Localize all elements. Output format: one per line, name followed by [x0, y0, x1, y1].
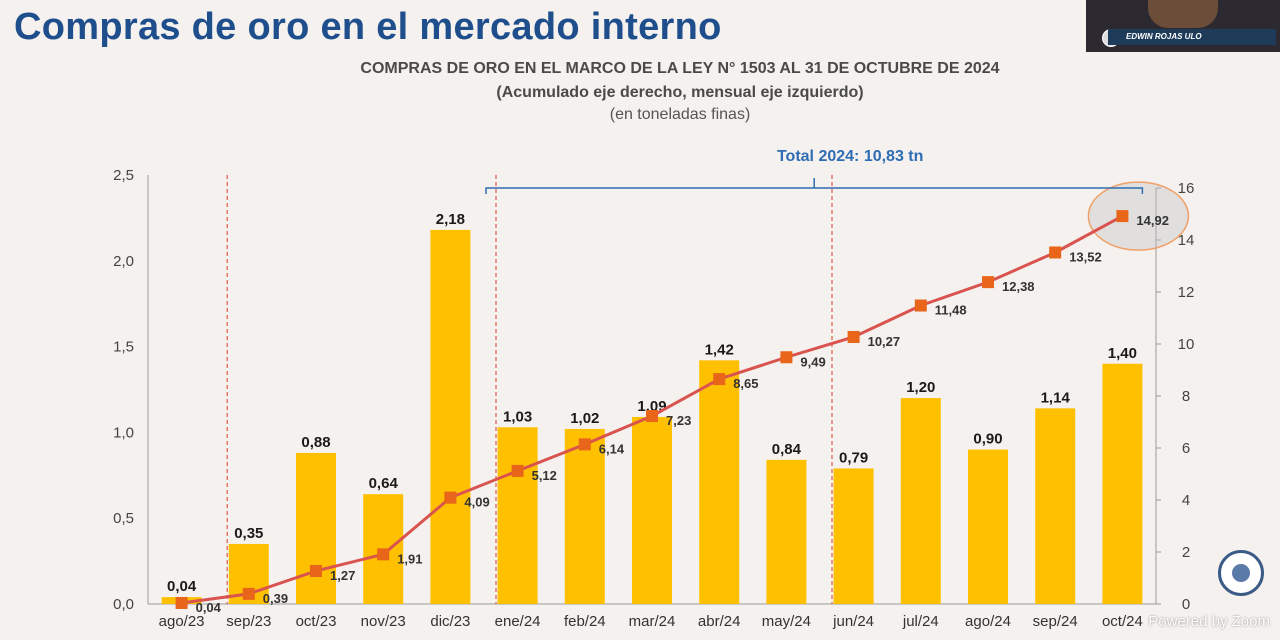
line-label: 14,92 — [1136, 213, 1169, 228]
y-left-tick-label: 2,5 — [113, 167, 134, 184]
bar-oct/24 — [1102, 363, 1143, 604]
y-right-tick-label: 8 — [1182, 388, 1190, 405]
line-marker — [444, 491, 457, 504]
line-label: 11,48 — [935, 303, 967, 318]
x-tick-label: ene/24 — [495, 613, 541, 630]
y-right-tick-label: 10 — [1178, 336, 1195, 353]
chart-title: COMPRAS DE ORO EN EL MARCO DE LA LEY N° … — [360, 60, 1000, 77]
line-marker — [982, 276, 994, 289]
chart-units: (en toneladas finas) — [609, 106, 751, 123]
bar-label: 0,35 — [234, 525, 263, 542]
y-left-tick-label: 2,0 — [113, 253, 134, 270]
chart-subtitle: (Acumulado eje derecho, mensual eje izqu… — [496, 84, 864, 101]
annotation-label: Total 2024: 10,83 tn — [777, 148, 923, 165]
bar-oct/23 — [296, 452, 336, 604]
line-label: 6,14 — [599, 441, 625, 456]
bar-label: 1,14 — [1041, 389, 1071, 406]
bar-sep/24 — [1035, 408, 1076, 604]
y-right-tick-label: 14 — [1178, 232, 1195, 249]
bar-feb/24 — [564, 428, 605, 604]
annotation-bracket — [485, 187, 1144, 194]
x-tick-label: ago/23 — [159, 613, 205, 630]
x-tick-label: nov/23 — [361, 613, 406, 630]
line-label: 5,12 — [532, 468, 557, 483]
x-tick-label: dic/23 — [430, 613, 470, 630]
bar-label: 0,90 — [973, 431, 1002, 448]
bar-jun/24 — [833, 468, 874, 604]
speaker-name: EDWIN ROJAS ULO — [1108, 29, 1276, 45]
line-marker — [713, 373, 726, 386]
line-label: 1,91 — [397, 551, 422, 566]
line-label: 10,27 — [868, 334, 901, 349]
bar-jul/24 — [900, 398, 941, 604]
x-tick-label: sep/24 — [1033, 613, 1078, 630]
x-tick-label: mar/24 — [629, 613, 676, 630]
zoom-watermark: Powered by Zoom — [1148, 613, 1270, 630]
x-tick-label: oct/23 — [296, 613, 337, 630]
line-marker — [914, 299, 927, 312]
bar-label: 1,03 — [503, 408, 532, 425]
line-label: 12,38 — [1002, 279, 1035, 294]
bar-label: 0,64 — [369, 475, 399, 492]
line-marker — [242, 587, 255, 600]
y-right-tick-label: 12 — [1178, 284, 1195, 301]
y-left-tick-label: 0,5 — [113, 510, 134, 527]
bar-label: 0,88 — [301, 434, 330, 451]
bar-dic/23 — [430, 229, 471, 605]
y-left-tick-label: 1,0 — [113, 424, 134, 441]
bar-label: 0,84 — [772, 441, 802, 458]
y-right-tick-label: 16 — [1178, 180, 1195, 197]
x-tick-label: jul/24 — [902, 613, 939, 630]
bar-ago/24 — [968, 449, 1008, 604]
speaker-video — [1148, 0, 1218, 28]
y-right-tick-label: 6 — [1182, 440, 1190, 457]
bar-label: 1,42 — [705, 341, 734, 358]
bar-label: 0,79 — [839, 449, 868, 466]
line-label: 1,27 — [330, 568, 355, 583]
y-left-tick-label: 0,0 — [113, 596, 134, 613]
seal-icon — [1218, 550, 1264, 596]
slide-title: Compras de oro en el mercado interno — [14, 6, 722, 48]
line-label: 0,39 — [263, 591, 288, 606]
line-label: 7,23 — [666, 413, 691, 428]
bar-label: 2,18 — [436, 211, 465, 228]
line-marker — [377, 548, 390, 561]
line-marker — [646, 410, 658, 423]
x-tick-label: feb/24 — [564, 613, 606, 630]
bar-mar/24 — [632, 416, 672, 604]
line-marker — [780, 351, 793, 364]
line-marker — [175, 596, 188, 609]
bar-label: 1,02 — [570, 410, 599, 427]
bar-label: 1,20 — [906, 379, 935, 396]
bar-label: 0,04 — [167, 578, 197, 595]
line-marker — [1049, 246, 1062, 259]
line-label: 4,09 — [464, 495, 489, 510]
y-right-tick-label: 0 — [1182, 596, 1190, 613]
line-label: 0,04 — [196, 600, 222, 615]
line-label: 9,49 — [800, 354, 825, 369]
y-left-tick-label: 1,5 — [113, 339, 134, 356]
x-tick-label: abr/24 — [698, 613, 741, 630]
line-marker — [310, 564, 322, 577]
y-right-tick-label: 4 — [1182, 492, 1190, 509]
highlight-circle — [1087, 181, 1190, 251]
bar-ene/24 — [497, 427, 538, 604]
x-tick-label: oct/24 — [1102, 613, 1143, 630]
line-label: 8,65 — [733, 376, 758, 391]
video-thumbnail[interactable]: EDWIN ROJAS ULO — [1086, 0, 1280, 52]
y-right-tick-label: 2 — [1182, 544, 1190, 561]
x-tick-label: sep/23 — [226, 613, 271, 630]
x-tick-label: ago/24 — [965, 613, 1011, 630]
line-marker — [578, 438, 591, 451]
x-tick-label: may/24 — [762, 613, 811, 630]
bar-abr/24 — [699, 360, 740, 604]
line-marker — [511, 464, 524, 477]
line-marker — [1116, 210, 1129, 223]
line-label: 13,52 — [1069, 249, 1102, 264]
x-tick-label: jun/24 — [832, 613, 874, 630]
bar-may/24 — [766, 459, 807, 604]
bar-label: 1,40 — [1108, 345, 1137, 362]
line-marker — [847, 330, 860, 343]
